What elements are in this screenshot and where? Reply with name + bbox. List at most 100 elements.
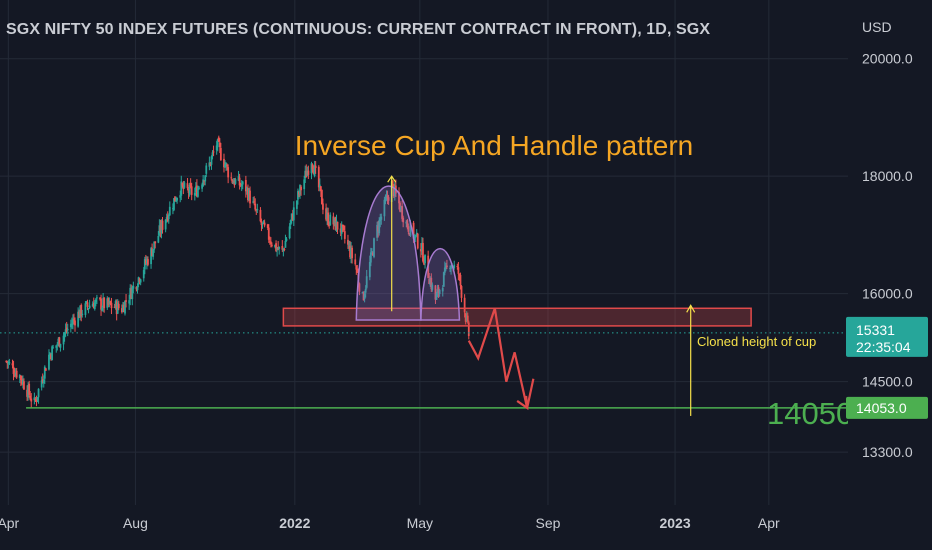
- candle-body: [211, 152, 214, 156]
- candle-body: [216, 139, 219, 148]
- support-price-badge: [846, 396, 928, 419]
- candle-body: [322, 203, 324, 210]
- candle-body: [198, 187, 200, 189]
- resistance-zone: [282, 307, 752, 327]
- candle-body: [290, 213, 293, 220]
- candle-body: [201, 184, 204, 189]
- candle-body: [460, 286, 463, 298]
- candle-body: [160, 221, 163, 234]
- candle-body: [415, 232, 418, 237]
- candle-body: [7, 362, 10, 364]
- candle-body: [52, 347, 55, 349]
- candle-body: [197, 187, 199, 197]
- candle-body: [19, 375, 22, 381]
- candle-body: [166, 215, 169, 221]
- candle-body: [244, 179, 247, 192]
- candle-body: [130, 288, 133, 299]
- y-tick-label: 13300.0: [862, 444, 913, 460]
- candle-body: [351, 247, 354, 259]
- candle-body: [260, 221, 263, 225]
- candle-body: [120, 308, 123, 313]
- candle-body: [116, 302, 119, 314]
- candle-body: [232, 181, 235, 184]
- candle-body: [35, 400, 38, 402]
- candle-body: [145, 259, 148, 264]
- candle-body: [336, 221, 339, 230]
- candle-body: [231, 179, 234, 183]
- candle-body: [380, 216, 383, 220]
- candle-body: [449, 267, 451, 269]
- candle-body: [398, 191, 400, 204]
- candle-body: [372, 252, 374, 256]
- candle-body: [239, 183, 242, 186]
- candle-body: [13, 374, 16, 376]
- x-tick-label: 2023: [659, 515, 690, 531]
- candle-body: [135, 286, 138, 290]
- candle-body: [12, 366, 15, 374]
- candle-body: [174, 196, 176, 202]
- currency-label: USD: [862, 19, 892, 35]
- cup-arc: [355, 185, 422, 321]
- candle-body: [124, 300, 126, 314]
- candle-body: [27, 384, 30, 398]
- candle-body: [182, 184, 185, 190]
- candle-body: [175, 200, 177, 202]
- candle-body: [115, 301, 118, 315]
- candle-body: [377, 226, 380, 232]
- candle-body: [51, 346, 53, 361]
- candle-body: [65, 327, 68, 331]
- candle-body: [103, 297, 106, 309]
- candle-body: [289, 220, 292, 225]
- candle-body: [464, 313, 467, 322]
- measure-arrowhead: [686, 304, 696, 313]
- candle-body: [259, 209, 262, 222]
- candle-body: [241, 181, 244, 185]
- candle-body: [172, 208, 174, 210]
- candle-body: [6, 361, 9, 364]
- countdown-label: 22:35:04: [856, 339, 911, 355]
- candle-body: [48, 354, 50, 370]
- candle-body: [107, 298, 110, 305]
- candle-body: [402, 217, 405, 223]
- candle-body: [365, 276, 368, 288]
- candle-body: [153, 241, 156, 250]
- candles: [5, 135, 470, 408]
- candle-body: [412, 222, 415, 239]
- candle-body: [283, 248, 286, 250]
- y-tick-label: 18000.0: [862, 168, 913, 184]
- candle-body: [275, 243, 277, 251]
- candle-body: [49, 353, 51, 357]
- candle-body: [28, 383, 31, 395]
- candle-body: [263, 222, 266, 226]
- x-axis: Apr Aug 2022 May Sep 2023 Apr: [0, 515, 780, 531]
- candle-body: [291, 214, 294, 221]
- candle-body: [436, 288, 439, 293]
- candle-body: [55, 345, 58, 348]
- candle-body: [58, 337, 61, 348]
- candle-body: [342, 225, 345, 231]
- candle-body: [81, 313, 84, 316]
- candle-body: [450, 266, 452, 269]
- candle-body: [190, 186, 193, 195]
- candle-body: [41, 379, 44, 382]
- candle-body: [441, 287, 444, 292]
- candle-body: [356, 268, 359, 273]
- candle-body: [102, 298, 105, 308]
- candle-body: [167, 214, 170, 220]
- candle-body: [261, 222, 264, 224]
- candle-body: [161, 220, 164, 230]
- x-tick-label: May: [407, 515, 433, 531]
- candle-body: [233, 180, 236, 186]
- candle-body: [176, 197, 179, 201]
- candle-body: [386, 195, 389, 199]
- candle-body: [99, 297, 101, 300]
- candle-body: [14, 372, 17, 376]
- candle-body: [189, 183, 192, 188]
- candle-body: [205, 165, 208, 174]
- candle-body: [37, 388, 40, 398]
- candle-body: [74, 320, 76, 326]
- cup-height-arrowhead: [387, 175, 397, 183]
- candle-body: [95, 297, 98, 299]
